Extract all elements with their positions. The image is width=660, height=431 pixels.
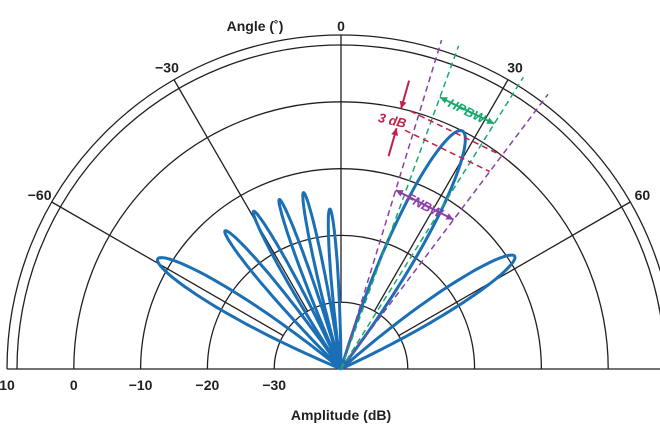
polar-grid	[6, 34, 660, 370]
arrow-3db-top-head	[399, 100, 407, 109]
radiation-lobe	[340, 253, 517, 371]
label-3db: 3 dB	[377, 110, 408, 131]
radiation-lobe	[156, 256, 342, 371]
spoke	[398, 201, 631, 337]
3db-line-half	[404, 129, 491, 173]
spoke	[173, 79, 309, 312]
arrow-fnbw-left-head	[395, 190, 404, 197]
angle-tick-label: 60	[635, 187, 651, 203]
3db-line-peak	[409, 110, 503, 157]
radial-tick-label: 10	[0, 377, 15, 393]
arrow-3db-bottom-head	[391, 128, 398, 137]
angle-tick-label: −30	[155, 60, 179, 76]
angle-tick-label: −60	[28, 187, 52, 203]
angle-tick-label: 30	[507, 60, 523, 76]
radiation-lobe	[277, 198, 343, 370]
radial-tick-label: −30	[262, 377, 286, 393]
spoke	[373, 79, 509, 312]
fnbw-line-left	[340, 39, 443, 370]
radiation-pattern	[156, 129, 517, 371]
radiation-lobe	[223, 229, 343, 371]
radial-tick-label: −20	[196, 377, 220, 393]
hpbw-line-right	[340, 76, 524, 370]
spoke	[51, 201, 284, 337]
hpbw-line-left	[340, 45, 460, 370]
arrow-fnbw-right-head	[445, 213, 454, 220]
radiation-lobe	[326, 207, 343, 370]
grid-ring-outer	[16, 44, 660, 370]
angle-axis-title: Angle (˚)	[227, 18, 284, 34]
arrow-hpbw-left-head	[439, 97, 448, 104]
fnbw-line-right	[340, 93, 549, 370]
arrow-hpbw-right-head	[486, 117, 495, 124]
radial-tick-label: −10	[129, 377, 153, 393]
label-hpbw: HPBW	[446, 95, 490, 127]
radial-tick-label: 0	[70, 377, 78, 393]
angle-tick-label: 0	[337, 18, 345, 34]
radiation-lobe	[251, 209, 343, 370]
radiation-lobe	[301, 191, 343, 370]
amplitude-axis-title: Amplitude (dB)	[291, 407, 391, 423]
radiation-lobe	[339, 129, 467, 370]
tick-labels: 0 −30 30 −60 60 10 0 −10 −20 −30	[0, 18, 650, 393]
